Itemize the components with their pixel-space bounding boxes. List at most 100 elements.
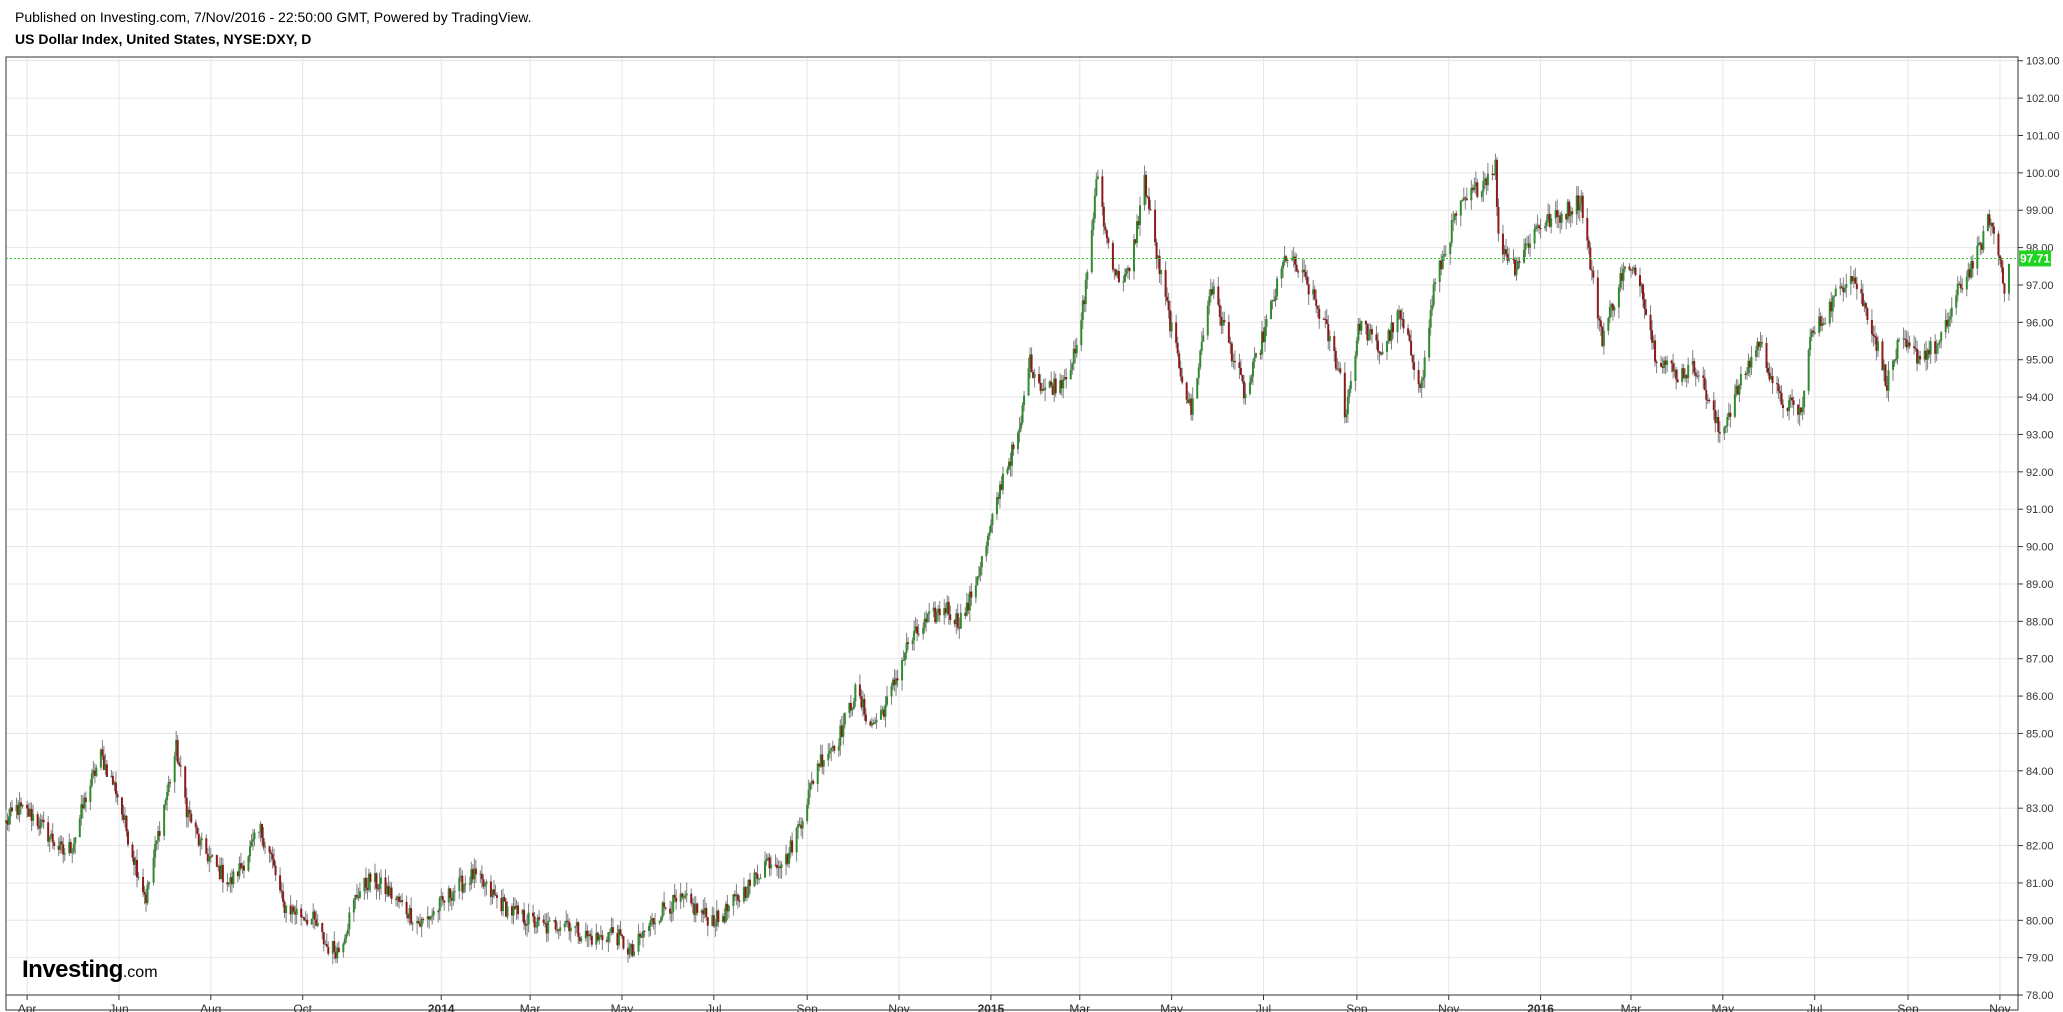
candle-down (1410, 340, 1413, 356)
candle-up (1093, 195, 1096, 219)
candle-up (348, 912, 351, 930)
candle-up (759, 877, 762, 879)
candle-up (1849, 276, 1852, 284)
candle-down (1336, 368, 1339, 370)
candle-up (1021, 405, 1024, 423)
candle-up (253, 832, 256, 840)
candle-up (21, 804, 24, 807)
candle-down (1065, 377, 1068, 380)
candle-down (1492, 174, 1495, 176)
candle-down (1485, 178, 1488, 186)
candle-down (925, 618, 928, 622)
candle-down (1419, 384, 1422, 388)
candle-down (1514, 259, 1516, 276)
candle-up (248, 846, 251, 857)
candle-down (1417, 369, 1420, 385)
candle-down (1229, 342, 1232, 344)
candle-down (1273, 300, 1276, 302)
candle-up (881, 709, 884, 711)
logo-brand: Investing (22, 956, 123, 983)
candle-up (1044, 387, 1047, 391)
candle-up (1282, 261, 1285, 269)
candle-up (1887, 370, 1890, 391)
candle-up (1270, 301, 1273, 320)
candle-down (693, 903, 696, 915)
candle-down (554, 919, 557, 930)
candle-up (83, 797, 86, 809)
candle-up (1283, 256, 1286, 262)
candle-down (1392, 322, 1395, 333)
candle-down (145, 894, 148, 904)
candle-down (1881, 341, 1884, 371)
candle-up (986, 535, 989, 546)
candle-up (1206, 305, 1209, 336)
candle-down (226, 882, 229, 885)
candle-up (991, 514, 994, 526)
candle-down (1169, 310, 1172, 332)
candle-down (944, 608, 947, 614)
candle-up (527, 912, 530, 925)
candle-up (1739, 373, 1742, 386)
candle-up (8, 816, 11, 825)
candle-up (1453, 213, 1456, 220)
candle-down (589, 934, 592, 936)
candle-up (1254, 352, 1257, 358)
candle-down (605, 940, 608, 942)
investing-logo[interactable]: Investing.com (22, 956, 158, 984)
candle-up (879, 709, 882, 720)
candle-up (995, 497, 998, 515)
candle-down (863, 698, 866, 715)
candle-down (748, 879, 751, 886)
candle-down (1884, 364, 1887, 386)
candle-down (376, 888, 379, 890)
candle-up (1011, 444, 1013, 466)
candle-down (744, 887, 747, 898)
candle-up (1566, 201, 1569, 220)
candle-down (524, 923, 527, 926)
candle-up (649, 920, 652, 926)
candle-down (261, 823, 264, 838)
candle-up (71, 851, 74, 853)
candle-up (651, 918, 654, 921)
candle-up (968, 591, 971, 611)
candle-up (1381, 351, 1384, 355)
candle-down (917, 633, 920, 635)
candle-down (1370, 329, 1373, 335)
candle-down (1717, 417, 1720, 432)
candle-down (1148, 197, 1151, 210)
candle-up (628, 947, 631, 955)
candle-up (1950, 307, 1953, 317)
candle-up (1831, 296, 1834, 312)
candle-up (1554, 210, 1557, 219)
candle-down (1634, 267, 1637, 276)
candle-down (833, 746, 836, 751)
candle-up (837, 745, 840, 751)
candle-down (622, 936, 625, 949)
candle-up (1529, 243, 1532, 248)
candle-up (1632, 267, 1635, 270)
candle-down (896, 678, 899, 681)
candle-up (312, 911, 315, 919)
candle-up (483, 884, 486, 887)
candle-up (816, 763, 819, 784)
x-tick-label: Mar (1069, 1002, 1090, 1012)
candle-down (1471, 188, 1474, 190)
y-tick-label: 87.00 (2026, 654, 2054, 666)
candle-down (131, 844, 134, 858)
candle-down (1497, 206, 1500, 234)
candle-up (1449, 242, 1452, 255)
candle-down (840, 725, 843, 737)
candle-up (1135, 221, 1138, 243)
candle-down (1670, 360, 1673, 364)
candle-up (1715, 417, 1718, 423)
candle-up (1666, 360, 1669, 365)
candle-down (357, 896, 360, 898)
candle-down (652, 918, 655, 925)
candle-up (1396, 310, 1399, 333)
candle-down (494, 894, 497, 896)
candle-down (450, 898, 453, 901)
candle-down (997, 497, 1000, 499)
candle-up (886, 696, 889, 705)
candle-down (366, 887, 369, 891)
